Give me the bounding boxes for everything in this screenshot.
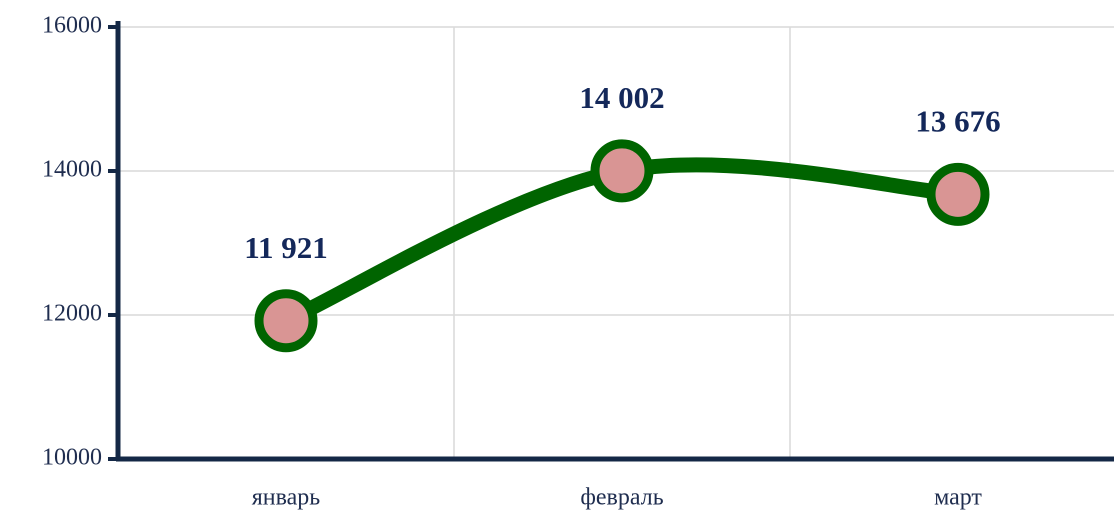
marker xyxy=(926,162,990,226)
value-label: 14 002 xyxy=(579,80,664,115)
value-label: 11 921 xyxy=(244,230,328,265)
y-tick-label: 16000 xyxy=(42,13,102,39)
y-tick-label: 10000 xyxy=(42,445,102,471)
x-tick-label: февраль xyxy=(580,485,663,511)
value-label: 13 676 xyxy=(915,103,1000,138)
x-tick-label: январь xyxy=(252,485,321,511)
x-tick-label: март xyxy=(934,485,982,511)
y-tick-label: 12000 xyxy=(42,301,102,327)
marker xyxy=(590,139,654,203)
marker xyxy=(254,289,318,353)
y-tick-label: 14000 xyxy=(42,157,102,183)
